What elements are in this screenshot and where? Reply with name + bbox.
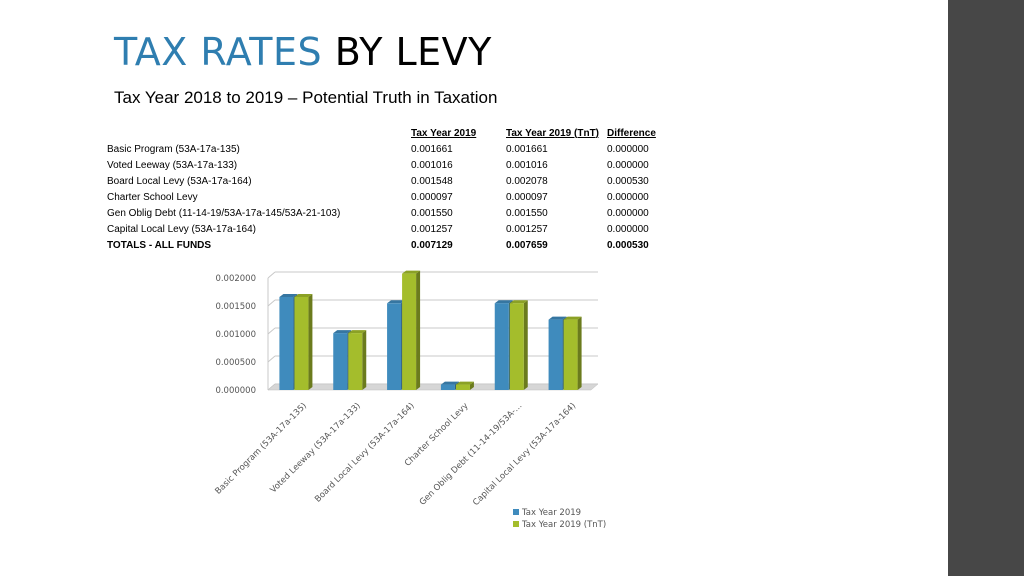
header-tax-year-2019-tnt: Tax Year 2019 (TnT) xyxy=(506,127,600,139)
tax-year-2019-value: 0.001661 xyxy=(411,143,453,155)
title-accent: TAX RATES xyxy=(114,30,323,74)
table-row: Gen Oblig Debt (11-14-19/53A-17a-145/53A… xyxy=(107,205,667,221)
bar xyxy=(279,296,294,390)
x-tick-label: Board Local Levy (53A-17a-164) xyxy=(313,401,417,505)
bar-top xyxy=(402,270,421,274)
y-tick-label: 0.000000 xyxy=(215,386,256,396)
page-subtitle: Tax Year 2018 to 2019 – Potential Truth … xyxy=(114,88,498,107)
difference-value: 0.000000 xyxy=(607,207,649,219)
bar xyxy=(494,303,509,390)
chart-floor xyxy=(267,383,599,391)
bar xyxy=(563,319,578,390)
x-tick-label: Voted Leeway (53A-17a-133) xyxy=(269,401,363,495)
tax-year-2019-tnt-value: 0.001661 xyxy=(506,143,548,155)
bar-top xyxy=(563,316,582,320)
tax-year-2019-value: 0.001016 xyxy=(411,159,453,171)
y-tick-label: 0.001000 xyxy=(215,330,256,340)
levy-name: Basic Program (53A-17a-135) xyxy=(107,143,240,155)
table-row: Board Local Levy (53A-17a-164) 0.001548 … xyxy=(107,173,667,189)
grid-diagonal xyxy=(267,271,276,279)
levy-bar-chart: 0.000000 0.000500 0.001000 0.001500 0.002000… xyxy=(213,270,606,530)
levy-name: Board Local Levy (53A-17a-164) xyxy=(107,175,252,187)
bar xyxy=(440,384,455,390)
legend-swatch xyxy=(513,521,519,527)
bar-top xyxy=(387,300,406,304)
side-panel xyxy=(948,0,1024,576)
table-row: Voted Leeway (53A-17a-133) 0.001016 0.00… xyxy=(107,157,667,173)
bar-top xyxy=(494,300,513,304)
bar xyxy=(387,303,402,390)
difference-value: 0.000530 xyxy=(607,175,649,187)
bar xyxy=(548,319,563,390)
bar xyxy=(509,303,524,390)
legend-swatch xyxy=(513,509,519,515)
table-header-row: Tax Year 2019 Tax Year 2019 (TnT) Differ… xyxy=(107,125,667,141)
bar xyxy=(333,333,348,390)
page-title: TAX RATES BY LEVY xyxy=(114,33,492,71)
total-tax-year-2019-tnt: 0.007659 xyxy=(506,239,548,251)
tax-year-2019-value: 0.001548 xyxy=(411,175,453,187)
difference-value: 0.000000 xyxy=(607,223,649,235)
bar-side xyxy=(308,293,313,390)
bar-side xyxy=(577,316,582,390)
totals-label: TOTALS - ALL FUNDS xyxy=(107,239,212,251)
grid-diagonal xyxy=(267,355,276,363)
levy-name: Voted Leeway (53A-17a-133) xyxy=(107,159,238,171)
bar-top xyxy=(279,293,298,297)
bar xyxy=(294,296,309,390)
bar-side xyxy=(469,381,474,390)
levy-name: Gen Oblig Debt (11-14-19/53A-17a-145/53A… xyxy=(107,207,341,219)
y-tick-label: 0.000500 xyxy=(215,358,256,368)
levy-name: Charter School Levy xyxy=(107,191,198,203)
tax-year-2019-tnt-value: 0.000097 xyxy=(506,191,548,203)
legend-label: Tax Year 2019 (TnT) xyxy=(521,520,606,530)
bar xyxy=(402,273,417,390)
table-row: Capital Local Levy (53A-17a-164) 0.00125… xyxy=(107,221,667,237)
levy-table: Tax Year 2019 Tax Year 2019 (TnT) Differ… xyxy=(107,125,667,253)
bar-side xyxy=(362,330,367,390)
title-rest: BY LEVY xyxy=(334,30,492,74)
y-tick-label: 0.001500 xyxy=(215,302,256,312)
tax-year-2019-tnt-value: 0.002078 xyxy=(506,175,548,187)
bar xyxy=(455,384,470,390)
totals-row: TOTALS - ALL FUNDS 0.007129 0.007659 0.0… xyxy=(107,237,667,253)
tax-year-2019-value: 0.000097 xyxy=(411,191,453,203)
tax-year-2019-value: 0.001550 xyxy=(411,207,453,219)
levy-name: Capital Local Levy (53A-17a-164) xyxy=(107,223,256,235)
bar-top xyxy=(509,300,528,304)
difference-value: 0.000000 xyxy=(607,159,649,171)
bar-top xyxy=(440,381,459,385)
difference-value: 0.000000 xyxy=(607,143,649,155)
header-tax-year-2019: Tax Year 2019 xyxy=(411,127,477,139)
y-tick-label: 0.002000 xyxy=(215,274,256,284)
x-tick-label: Basic Program (53A-17a-135) xyxy=(213,401,309,497)
x-tick-label: Capital Local Levy (53A-17a-164) xyxy=(471,401,578,508)
grid-diagonal xyxy=(267,299,276,307)
grid-diagonal xyxy=(267,327,276,335)
bar-top xyxy=(294,293,313,297)
tax-year-2019-tnt-value: 0.001550 xyxy=(506,207,548,219)
table-row: Basic Program (53A-17a-135) 0.001661 0.0… xyxy=(107,141,667,157)
table-row: Charter School Levy 0.000097 0.000097 0.… xyxy=(107,189,667,205)
tax-year-2019-tnt-value: 0.001257 xyxy=(506,223,548,235)
difference-value: 0.000000 xyxy=(607,191,649,203)
total-difference: 0.000530 xyxy=(607,239,649,251)
tax-year-2019-tnt-value: 0.001016 xyxy=(506,159,548,171)
legend-label: Tax Year 2019 xyxy=(521,508,581,518)
tax-year-2019-value: 0.001257 xyxy=(411,223,453,235)
total-tax-year-2019: 0.007129 xyxy=(411,239,453,251)
bar-top xyxy=(333,330,352,334)
x-tick-label: Gen Oblig Debt (11-14-19/53A-… xyxy=(418,401,525,508)
header-difference: Difference xyxy=(607,127,656,139)
bar-side xyxy=(416,270,421,390)
bar-top xyxy=(348,330,367,334)
bar xyxy=(348,333,363,390)
bar-top xyxy=(548,316,567,320)
bar-side xyxy=(523,300,528,390)
bar-top xyxy=(455,381,474,385)
